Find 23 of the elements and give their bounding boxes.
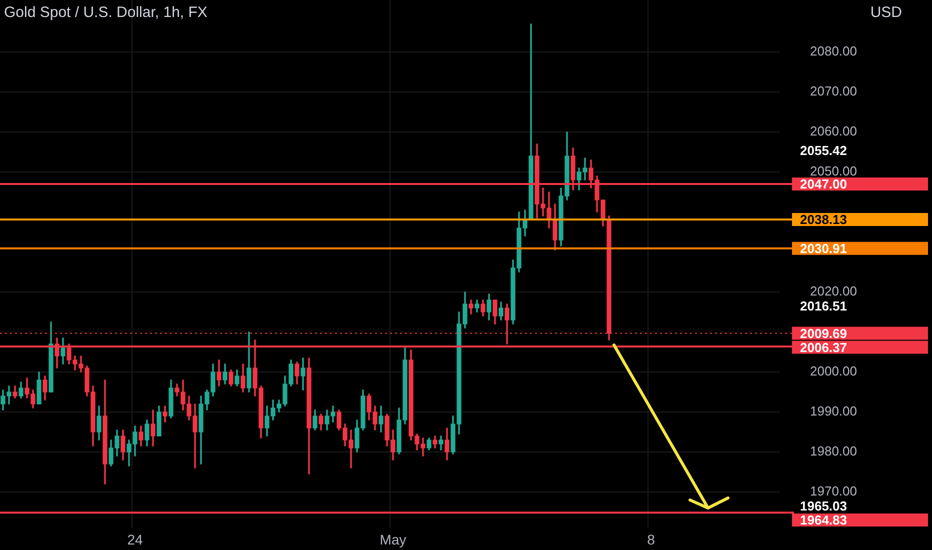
ref-line-label: 2006.37	[800, 340, 847, 355]
ref-line-label: 2009.69	[800, 326, 847, 341]
y-tick-label: 1990.00	[810, 404, 857, 419]
x-tick-label: May	[380, 531, 406, 548]
x-tick-label: 8	[647, 531, 656, 548]
text: 2055.42	[800, 142, 847, 158]
y-tick-label: 1970.00	[810, 484, 857, 499]
text: 1965.03	[800, 498, 847, 514]
chart-title: Gold Spot / U.S. Dollar, 1h, FX	[4, 4, 208, 21]
y-tick-label: 2000.00	[810, 364, 857, 379]
ref-line-label: 1964.83	[800, 512, 847, 528]
y-tick-label: 2070.00	[810, 84, 857, 99]
x-tick-label: 24	[127, 531, 143, 548]
y-tick-label: 1980.00	[810, 444, 857, 459]
ref-line-label: 2047.00	[800, 176, 847, 192]
y-tick-label: 2080.00	[810, 44, 857, 59]
y-tick-label: 2050.00	[810, 164, 857, 179]
y-tick-label: 2060.00	[810, 124, 857, 139]
ref-line-label: 2030.91	[800, 240, 847, 256]
text: 2016.51	[800, 298, 847, 314]
y-tick-label: 2020.00	[810, 284, 857, 299]
y-axis-title: USD	[870, 4, 902, 21]
ref-line-label: 2038.13	[800, 212, 847, 228]
